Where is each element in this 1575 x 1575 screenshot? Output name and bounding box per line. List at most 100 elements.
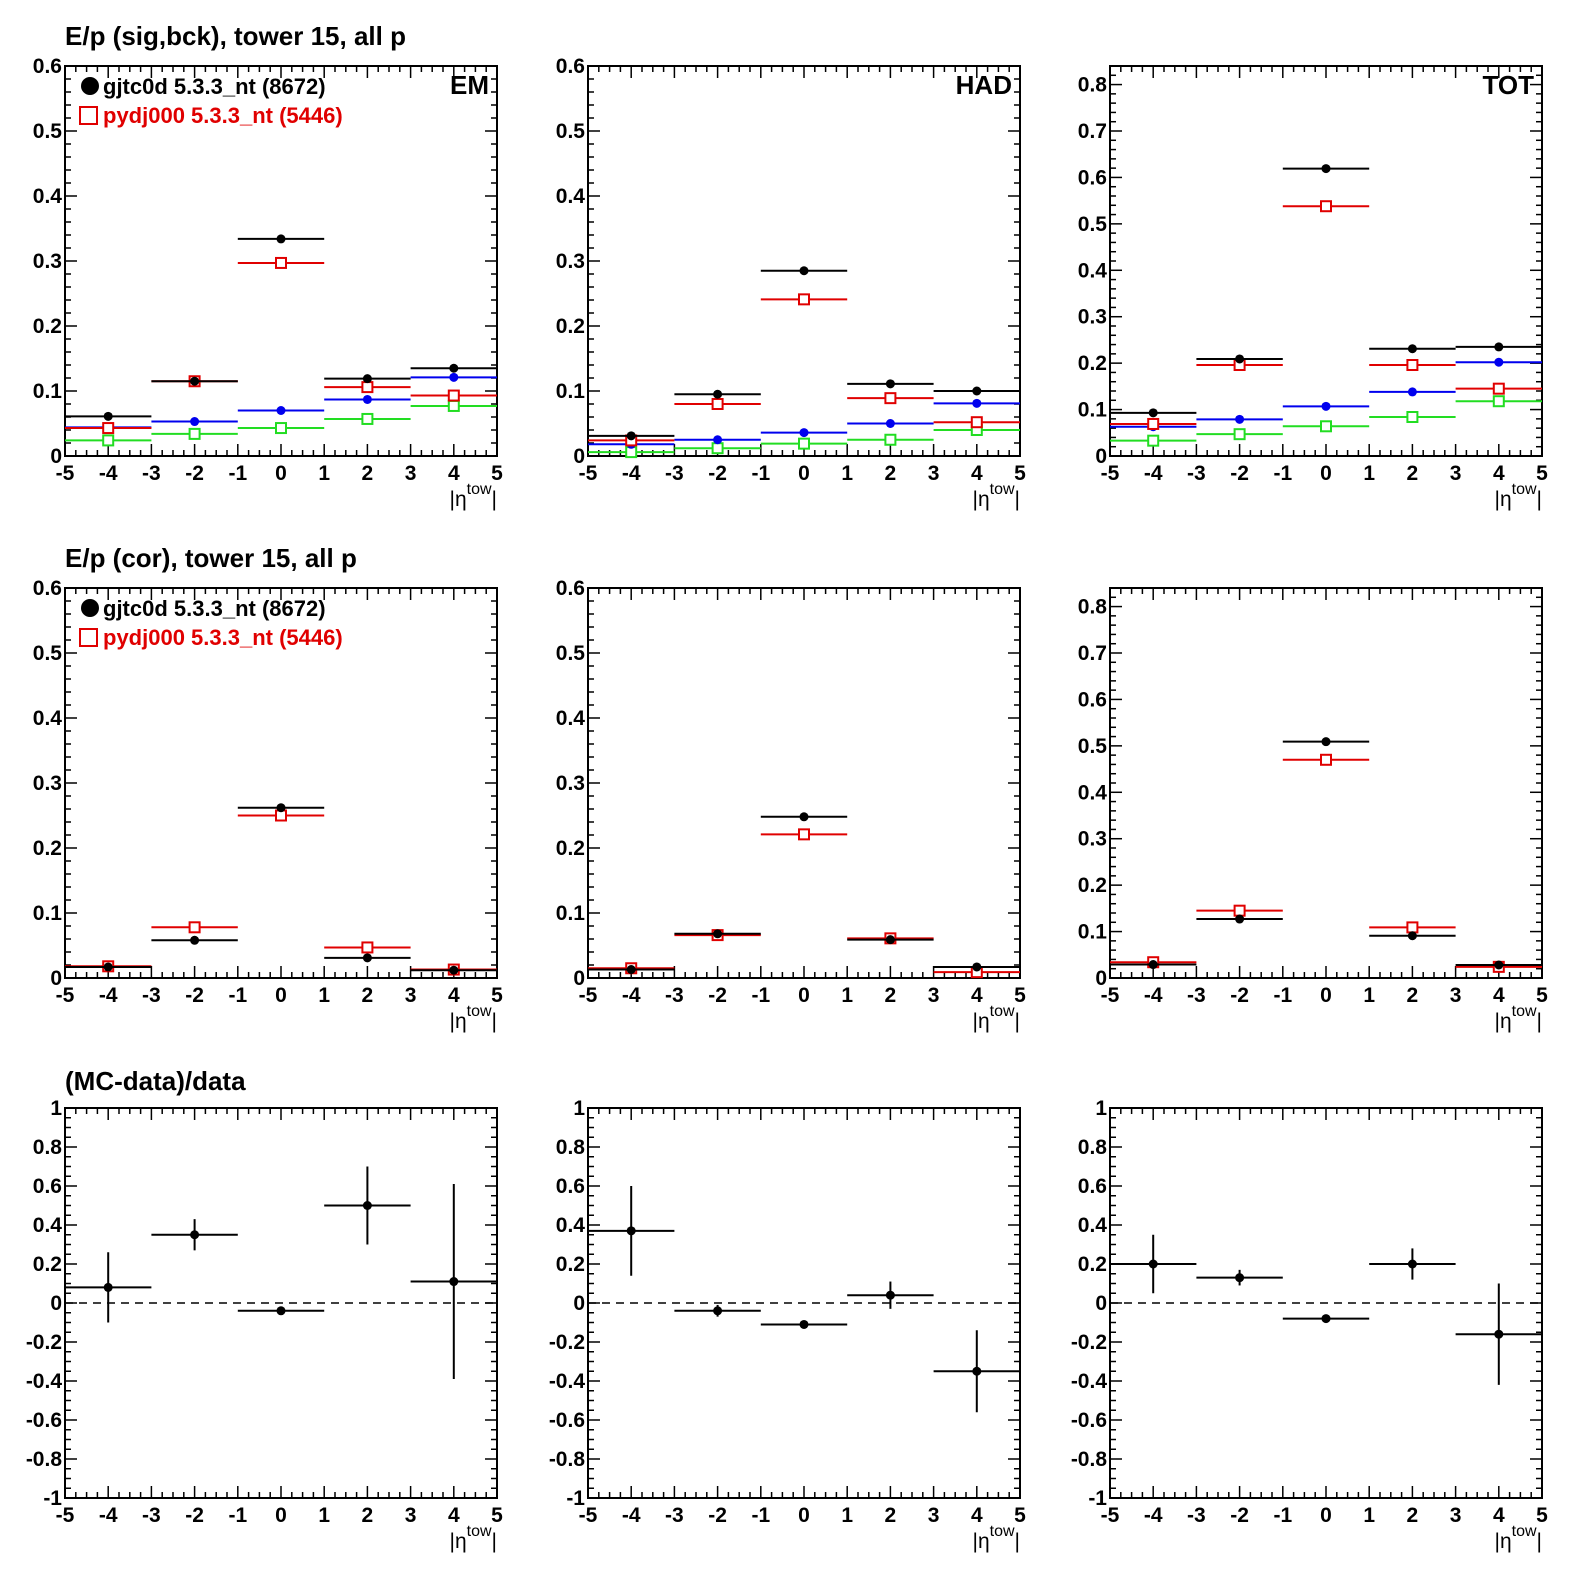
legend-label-mc-2: pydj000 5.3.3_nt (5446) <box>103 625 343 650</box>
panel-r3-c1-xtick-label: 0 <box>275 1504 287 1527</box>
panel-r3-c3-x-ticks <box>1109 1108 1543 1498</box>
panel-r1-c3-corner-label: TOT <box>1482 70 1534 100</box>
panel-r3-c1-xtick-label: 1 <box>318 1504 330 1527</box>
plot-grid: -5 -4 -3 -2 -1 0 1 2 3 4 5 0 0.1 0.2 0.3 0.4 0.5 0.6 |ηtow… <box>26 55 1548 1553</box>
panel-r2-c1-xtick-label: -3 <box>142 984 161 1007</box>
data-point <box>884 433 897 446</box>
data-point <box>1407 931 1417 941</box>
panel-r3-c3-ytick-label: 0.6 <box>1078 1175 1107 1198</box>
panel-r3-c3-y-ticks <box>1110 1107 1542 1499</box>
data-point <box>799 428 809 438</box>
panel-r3-c2-xtick-label: 4 <box>971 1504 983 1527</box>
panel-r1-c2-xtick-label: -2 <box>708 462 727 485</box>
panel-r1-c1-series-MC-bck <box>65 399 497 447</box>
panel-r2-c2-ytick-label: 0 <box>573 967 585 990</box>
panel-r3-c1-xtick-label: 5 <box>491 1504 503 1527</box>
data-point <box>447 399 460 412</box>
panel-r3-c1-ytick-label: -0.4 <box>26 1370 63 1393</box>
panel-r2-c1-xtick-label: 1 <box>318 984 330 1007</box>
panel-r3-c2-xtick-label: 2 <box>885 1504 897 1527</box>
panel-r1-c1-xtick-label: -4 <box>99 462 118 485</box>
panel-r3-c3-xtick-label: -4 <box>1144 1504 1163 1527</box>
data-point <box>1233 428 1246 441</box>
panel-r1-c3-xtick-label: 2 <box>1407 462 1419 485</box>
panel-r3-c1-xtick-label: -2 <box>185 1504 204 1527</box>
panel-r2-c3-xtick-label: -1 <box>1273 984 1292 1007</box>
panel-r1-c3-ytick-label: 0.5 <box>1078 213 1108 236</box>
panel-r3-c3-xaxis-title: |ηtow| <box>1494 1523 1542 1553</box>
panel-r2-c1-xtick-label: 5 <box>491 984 503 1007</box>
data-point <box>972 1366 982 1376</box>
panel-r3-c2-ytick-label: 1 <box>573 1097 585 1120</box>
panel-r3-c1-xtick-label: -4 <box>99 1504 118 1527</box>
data-point <box>799 812 809 822</box>
data-point <box>1321 737 1331 747</box>
panel-r2-c1-xtick-label: 0 <box>275 984 287 1007</box>
panel-r1-c3-ytick-label: 0.4 <box>1078 259 1108 282</box>
panel-r1-c3-ytick-label: 0.8 <box>1078 74 1108 97</box>
data-point <box>361 412 374 425</box>
data-point <box>1235 1273 1245 1283</box>
panel-r3-c2-xaxis-title: |ηtow| <box>972 1523 1020 1553</box>
panel-r1-c2-series-data-bck <box>588 398 1020 449</box>
legend-marker-mc <box>79 106 98 125</box>
panel-r2-c1-x-ticks <box>64 588 498 978</box>
data-point <box>276 406 286 415</box>
data-point <box>1494 1329 1504 1339</box>
panel-r2-c2-xtick-label: 4 <box>971 984 983 1007</box>
panel-r3-c3-ytick-label: 0.8 <box>1078 1136 1108 1159</box>
data-point <box>1407 387 1417 397</box>
panel-r3-c1-ytick-label: 0.2 <box>33 1253 62 1276</box>
data-point <box>362 953 372 963</box>
panel-r2-c2-xtick-label: -1 <box>751 984 770 1007</box>
panel-r1-c2-ytick-label: 0.3 <box>556 250 585 273</box>
data-point <box>449 363 459 373</box>
panel-r3-c1-series-ratio <box>65 1166 497 1380</box>
data-point <box>713 435 723 445</box>
panel-r1-c2-ytick-label: 0.4 <box>556 185 586 208</box>
panel-r3-c2-series-ratio <box>588 1186 1020 1413</box>
data-point <box>275 256 287 269</box>
row-title-2: E/p (cor), tower 15, all p <box>65 543 357 573</box>
panel-r1-c2: -5 -4 -3 -2 -1 0 1 2 3 4 5 0 0.1 0.2 0.3 0.4 0.5 0.6 |ηtow… <box>556 55 1026 511</box>
panel-r3-c1: -5 -4 -3 -2 -1 0 1 2 3 4 5 -1 -0.8 -0.6 -0.4 -0.2 0 0.2 0.… <box>26 1097 503 1553</box>
data-point <box>190 935 200 945</box>
panel-r1-c3-ytick-label: 0.7 <box>1078 120 1107 143</box>
panel-r3-c2-xtick-label: 5 <box>1014 1504 1026 1527</box>
panel-r1-c1-xtick-label: -5 <box>56 462 75 485</box>
panel-r3-c1-xtick-label: -3 <box>142 1504 161 1527</box>
panel-r1-c1-xtick-label: 1 <box>318 462 330 485</box>
panel-r1-c1-x-ticks <box>64 66 498 456</box>
panel-r2-c1-xtick-label: 3 <box>405 984 417 1007</box>
panel-r1-c3-ytick-label: 0.1 <box>1078 399 1108 422</box>
panel-r1-c2-xtick-label: 0 <box>798 462 810 485</box>
data-point <box>275 422 287 435</box>
panel-r2-c3-ytick-label: 0.7 <box>1078 642 1107 665</box>
data-point <box>102 422 115 435</box>
data-point <box>103 962 113 972</box>
data-point <box>1235 914 1245 924</box>
data-point <box>1321 164 1331 174</box>
panel-r1-c3-series-data-sig <box>1110 164 1542 418</box>
panel-r2-c2-xtick-label: 3 <box>928 984 940 1007</box>
panel-r3-c2-xtick-label: -3 <box>665 1504 684 1527</box>
panel-r3-c3-xtick-label: 1 <box>1363 1504 1375 1527</box>
panel-r3-c2-ytick-label: 0.6 <box>556 1175 585 1198</box>
data-point <box>1320 200 1332 213</box>
panel-r1-c2-series-MC-bck <box>588 424 1020 459</box>
panel-r3-c2-xtick-label: 1 <box>841 1504 853 1527</box>
legend-marker-mc-2 <box>79 628 98 647</box>
panel-r1-c2-ytick-label: 0 <box>573 445 585 468</box>
panel-r1-c3-ytick-label: 0 <box>1095 445 1107 468</box>
panel-r1-c2-xtick-label: 3 <box>928 462 940 485</box>
panel-r2-c3-xtick-label: 2 <box>1407 984 1419 1007</box>
panel-r3-c3-ytick-label: 1 <box>1095 1097 1107 1120</box>
panel-r1-c2-ytick-label: 0.5 <box>556 120 586 143</box>
panel-r3-c3-ytick-label: -0.6 <box>1071 1409 1107 1432</box>
panel-r1-c3-xtick-label: -3 <box>1187 462 1206 485</box>
panel-r1-c3-xtick-label: 4 <box>1493 462 1505 485</box>
data-point <box>1148 408 1158 418</box>
panel-r3-c3-ytick-label: 0 <box>1095 1292 1107 1315</box>
panel-r1-c2-ytick-label: 0.2 <box>556 315 585 338</box>
